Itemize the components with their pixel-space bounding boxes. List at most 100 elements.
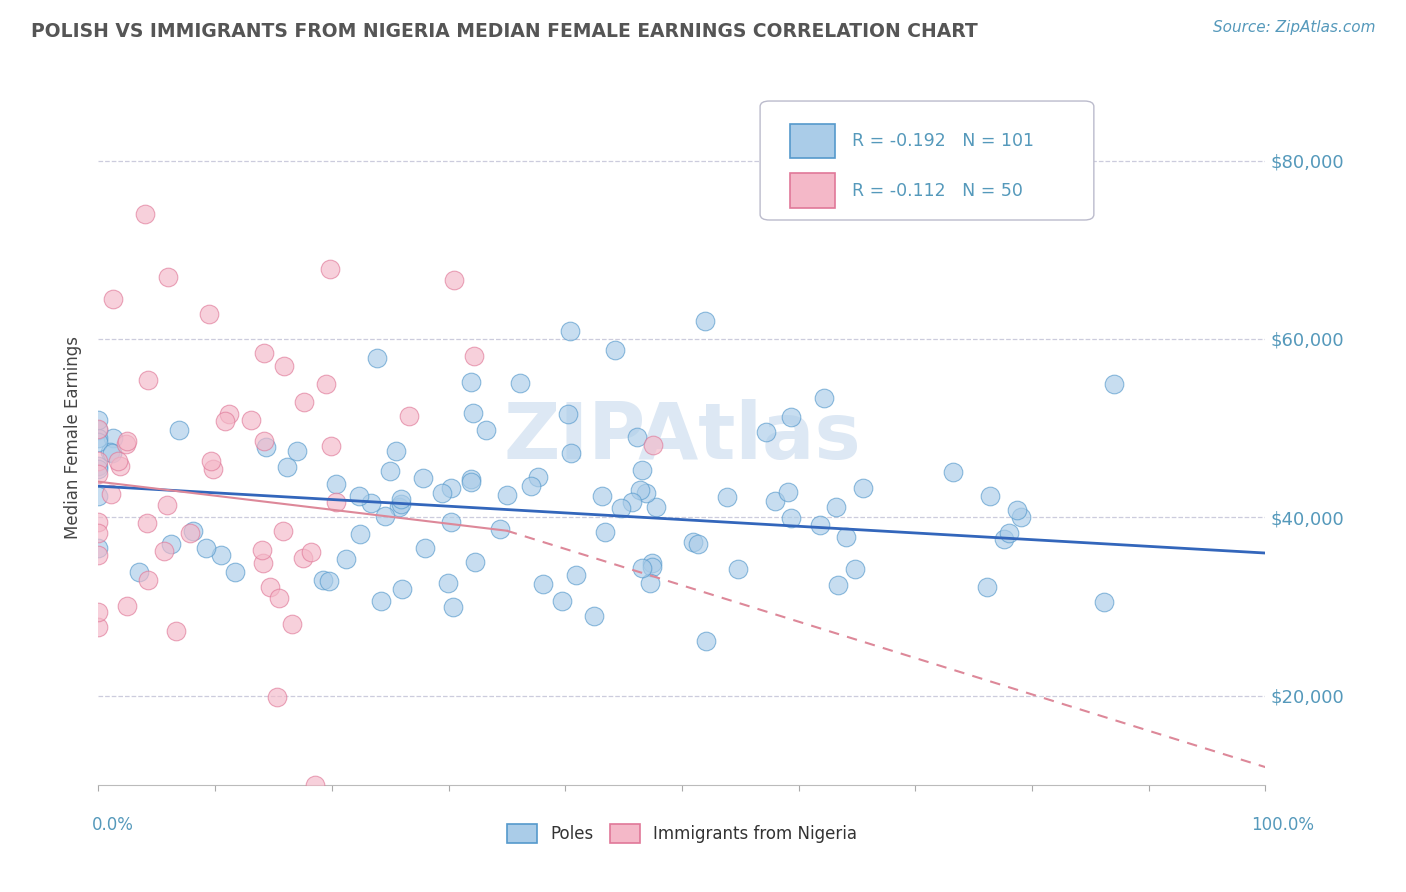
Point xyxy=(686,537,709,551)
Point xyxy=(315,377,337,392)
Point xyxy=(160,537,183,551)
Point xyxy=(551,594,574,608)
Point xyxy=(269,591,291,606)
Point xyxy=(103,431,125,445)
Point xyxy=(526,470,548,484)
Point xyxy=(852,481,875,495)
Point xyxy=(349,489,371,503)
Point xyxy=(626,430,648,444)
Point xyxy=(117,599,139,613)
Point xyxy=(87,454,110,468)
Point xyxy=(460,472,482,486)
Point xyxy=(153,544,176,558)
Point xyxy=(441,599,464,614)
Text: 0.0%: 0.0% xyxy=(91,816,134,834)
Point xyxy=(115,437,138,451)
Text: R = -0.112   N = 50: R = -0.112 N = 50 xyxy=(852,182,1024,200)
Point xyxy=(325,477,347,491)
Point xyxy=(157,269,180,284)
Point xyxy=(630,561,652,575)
Point xyxy=(87,431,110,445)
Point xyxy=(844,561,866,575)
Bar xyxy=(790,173,835,208)
Point xyxy=(389,491,412,506)
Bar xyxy=(790,124,835,159)
Point xyxy=(763,494,786,508)
Point xyxy=(239,412,262,426)
Point xyxy=(557,407,579,421)
Point xyxy=(560,446,582,460)
Point xyxy=(439,481,461,495)
Point xyxy=(87,515,110,529)
Point xyxy=(179,525,201,540)
Point xyxy=(195,541,218,555)
Point xyxy=(294,394,316,409)
Point xyxy=(533,576,555,591)
Point xyxy=(695,314,717,328)
Point xyxy=(695,634,717,648)
Point xyxy=(252,434,274,448)
Point xyxy=(128,565,150,579)
Point xyxy=(591,489,613,503)
Point xyxy=(214,414,236,428)
Point xyxy=(156,498,179,512)
Point xyxy=(281,616,304,631)
Point xyxy=(252,346,274,360)
Point xyxy=(1092,595,1115,609)
Point xyxy=(252,556,274,570)
Point xyxy=(87,423,110,437)
Point xyxy=(489,522,512,536)
Point xyxy=(824,500,846,514)
Point xyxy=(285,444,308,458)
Point xyxy=(304,778,326,792)
Point xyxy=(495,488,517,502)
Point xyxy=(312,574,335,588)
Point xyxy=(582,609,605,624)
Point xyxy=(136,373,159,387)
Point xyxy=(197,306,219,320)
Point xyxy=(1005,503,1028,517)
Point xyxy=(755,425,778,439)
Point xyxy=(138,574,160,588)
Point xyxy=(87,422,110,436)
Point xyxy=(813,391,835,405)
Point xyxy=(997,526,1019,541)
Point xyxy=(103,292,125,306)
Point xyxy=(115,434,138,449)
Text: 100.0%: 100.0% xyxy=(1251,816,1315,834)
Point xyxy=(641,438,664,452)
Point xyxy=(181,524,204,538)
FancyBboxPatch shape xyxy=(761,101,1094,220)
Point xyxy=(780,511,803,525)
Point xyxy=(682,535,704,549)
Point xyxy=(319,261,342,276)
Point xyxy=(100,487,122,501)
Point xyxy=(108,458,131,473)
Point xyxy=(374,509,396,524)
Point xyxy=(631,462,654,476)
Point xyxy=(252,543,274,558)
Point xyxy=(378,464,401,478)
Point xyxy=(266,690,288,704)
Point xyxy=(638,576,661,591)
Point xyxy=(165,624,187,638)
Point xyxy=(87,605,110,619)
Point xyxy=(218,407,240,421)
Point xyxy=(385,443,408,458)
Point xyxy=(87,620,110,634)
Text: ZIPAtlas: ZIPAtlas xyxy=(503,399,860,475)
Point xyxy=(460,375,482,389)
Point xyxy=(87,525,110,540)
Point xyxy=(412,471,434,485)
Point xyxy=(201,462,224,476)
Point xyxy=(87,548,110,562)
Point xyxy=(644,500,666,514)
Legend: Poles, Immigrants from Nigeria: Poles, Immigrants from Nigeria xyxy=(501,817,863,850)
Point xyxy=(366,351,388,365)
Point xyxy=(299,545,322,559)
Point xyxy=(716,490,738,504)
Point xyxy=(620,495,643,509)
Point xyxy=(98,444,121,458)
Point xyxy=(1010,510,1032,524)
Point xyxy=(389,497,412,511)
